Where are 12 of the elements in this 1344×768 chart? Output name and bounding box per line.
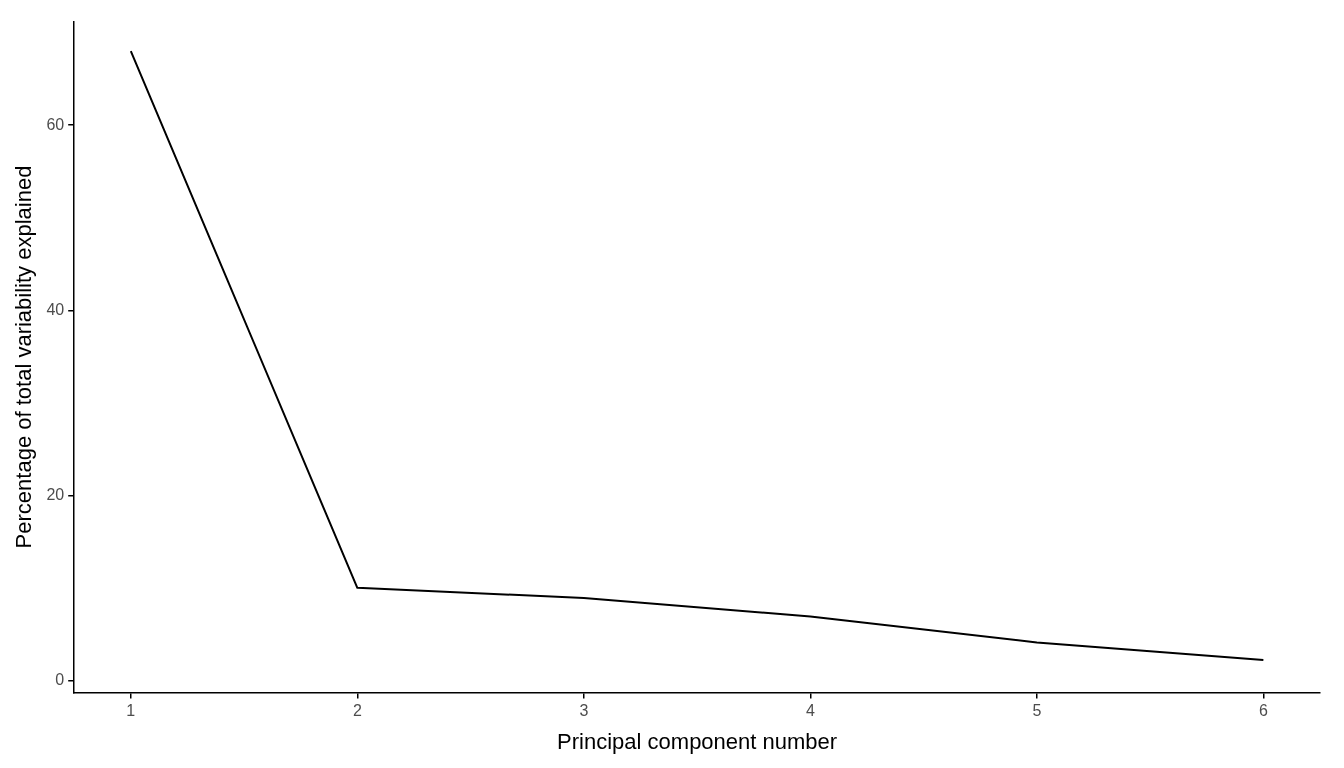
y-axis-title: Percentage of total variability explained bbox=[11, 165, 37, 549]
x-tick-label: 3 bbox=[579, 702, 589, 720]
x-axis-title: Principal component number bbox=[557, 728, 838, 754]
x-tick-label: 2 bbox=[352, 702, 362, 720]
y-tick-label: 60 bbox=[46, 115, 65, 133]
y-tick-label: 20 bbox=[46, 485, 65, 503]
y-tick-label: 0 bbox=[55, 670, 65, 688]
x-tick-label: 1 bbox=[126, 702, 136, 720]
x-tick-label: 5 bbox=[1032, 702, 1042, 720]
y-tick-label: 40 bbox=[46, 300, 65, 318]
x-tick-label: 4 bbox=[805, 702, 815, 720]
x-tick-label: 6 bbox=[1258, 702, 1268, 720]
